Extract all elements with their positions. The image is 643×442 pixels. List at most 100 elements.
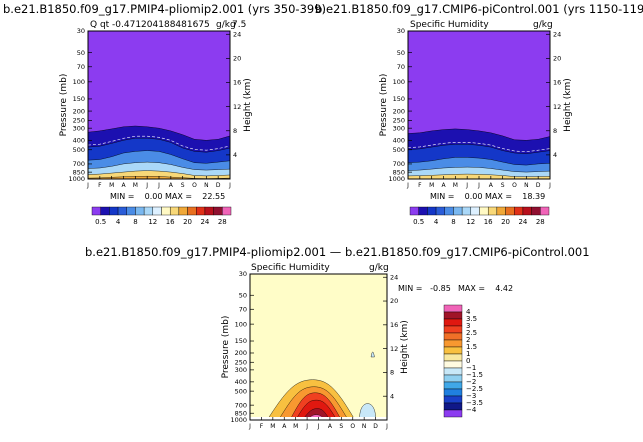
panel2-height-tick-label: 4 <box>553 151 557 159</box>
panel1-month-tick-label: N <box>204 182 209 189</box>
panel3-height-tick-label: 16 <box>390 321 398 329</box>
colorbar-panel3-swatch <box>443 409 463 418</box>
panel2-pressure-tick-label: 30 <box>397 27 405 35</box>
panel1-pressure-tick-label: 150 <box>73 95 85 103</box>
colorbar-panel2-swatch <box>427 206 437 216</box>
colorbar-panel3-swatch <box>443 388 463 397</box>
panel1-dashed-contour <box>88 135 230 151</box>
panel2-month-tick-label: S <box>501 182 505 189</box>
colorbar-panel3-swatch <box>443 346 463 355</box>
panel3-pressure-tick-label: 70 <box>239 305 247 313</box>
colorbar-panel3-swatch <box>443 374 463 383</box>
panel1-y2label: Height (km) <box>243 78 253 132</box>
colorbar-panel3-label: 1 <box>466 350 470 358</box>
panel3-pressure-tick-label: 500 <box>235 387 247 395</box>
panel1-height-tick-label: 20 <box>233 55 241 63</box>
panel3-month-tick-label: D <box>373 423 378 430</box>
panel3-y2label: Height (km) <box>400 320 410 374</box>
colorbar-panel1-swatch <box>135 206 145 216</box>
colorbar-panel2-label: 4 <box>434 218 439 226</box>
panel2-pressure-tick-label: 700 <box>393 160 405 168</box>
panel3-month-tick-label: A <box>328 423 333 430</box>
colorbar-panel2-swatch <box>505 206 515 216</box>
colorbar-panel2-swatch <box>522 206 532 216</box>
colorbar-panel1: 0.5 4 8 12 16 20 24 28 <box>91 206 232 226</box>
panel3-stats-min: MIN = -0.85 <box>398 284 451 293</box>
panel1-ylabel: Pressure (mb) <box>59 74 69 137</box>
colorbar-panel3-swatch <box>443 367 463 376</box>
colorbar-panel2-label: 24 <box>518 218 527 226</box>
colorbar-panel2-swatch <box>453 206 463 216</box>
colorbar-panel3-swatch <box>443 339 463 348</box>
panel3-pressure-tick-label: 400 <box>235 378 247 386</box>
panel2-pressure-tick-label: 100 <box>393 78 405 86</box>
panel2-stats: MIN = 0.00 MAX = 18.39 <box>430 192 545 201</box>
panel2-pressure-tick-label: 400 <box>393 137 405 145</box>
colorbar-panel2-swatch <box>531 206 541 216</box>
panel1-height-tick-label: 12 <box>233 103 241 111</box>
panel1-pressure-tick-label: 500 <box>73 146 85 154</box>
panel1-pressure-tick-label: 300 <box>73 124 85 132</box>
panel3-pressure-tick-label: 250 <box>235 358 247 366</box>
panel1-height-tick-label: 24 <box>233 30 241 38</box>
panel2-y2label: Height (km) <box>563 78 573 132</box>
panel2-ylabel: Pressure (mb) <box>379 74 389 137</box>
panel3-title: b.e21.B1850.f09_g17.PMIP4-pliomip2.001 —… <box>85 245 590 259</box>
colorbar-panel2-swatch <box>418 206 428 216</box>
panel1-pressure-tick-label: 30 <box>77 27 85 35</box>
panel3-month-tick-label: F <box>260 423 264 430</box>
panel2-month-tick-label: J <box>477 182 480 189</box>
colorbar-panel3-swatch <box>443 311 463 320</box>
panel2-pressure-tick-label: 250 <box>393 117 405 125</box>
panel2-month-tick-label: O <box>512 182 517 189</box>
panel3-month-tick-label: J <box>248 423 251 430</box>
colorbar-panel1-swatch <box>126 206 136 216</box>
panel1-month-tick-label: D <box>216 182 221 189</box>
panel3-month-tick-label: J <box>385 423 388 430</box>
panel1-pressure-tick-label: 1000 <box>68 175 85 183</box>
panel2-month-tick-label: A <box>441 182 446 189</box>
colorbar-panel1-swatch <box>161 206 171 216</box>
panel1-pressure-tick-label: 50 <box>77 49 85 57</box>
panel3-pressure-tick-label: 100 <box>235 320 247 328</box>
panel2-pressure-tick-label: 500 <box>393 146 405 154</box>
panel3-month-tick-label: M <box>270 423 275 430</box>
colorbar-panel1-swatch <box>196 206 206 216</box>
panel1-month-tick-label: A <box>121 182 126 189</box>
panel1-month-tick-label: A <box>169 182 174 189</box>
colorbar-panel2: 0.5 4 8 12 16 20 24 28 <box>409 206 550 226</box>
colorbar-panel1-label: 28 <box>218 218 227 226</box>
colorbar-panel3-swatch <box>443 332 463 341</box>
panel3-pressure-tick-label: 150 <box>235 337 247 345</box>
colorbar-panel3-label: 0 <box>466 357 470 365</box>
colorbar-panel2-swatch <box>461 206 472 216</box>
colorbar-panel3-label: 3 <box>466 322 470 330</box>
colorbar-panel3-swatch <box>443 360 463 369</box>
colorbar-panel3-label: −3 <box>466 392 476 400</box>
colorbar-panel1-label: 20 <box>183 218 192 226</box>
colorbar-panel2-swatch <box>540 206 550 216</box>
colorbar-panel2-label: 28 <box>536 218 545 226</box>
panel3-height-tick-label: 24 <box>390 273 398 281</box>
panel3-month-tick-label: N <box>362 423 367 430</box>
panel1-pressure-tick-label: 200 <box>73 107 85 115</box>
colorbar-panel1-swatch <box>204 206 214 216</box>
panel3-blob--0.5b <box>370 351 375 358</box>
colorbar-panel1-swatch <box>109 206 119 216</box>
colorbar-panel2-label: 16 <box>484 218 493 226</box>
panel1-pressure-tick-label: 850 <box>73 168 85 176</box>
panel3-pressure-tick-label: 200 <box>235 349 247 357</box>
panel1-title: b.e21.B1850.f09_g17.PMIP4-pliomip2.001 (… <box>3 2 326 16</box>
panel2-height-tick-label: 24 <box>553 30 561 38</box>
colorbar-panel3-label: −2 <box>466 378 476 386</box>
panel1-month-tick-label: F <box>98 182 102 189</box>
panel2-pressure-tick-label: 70 <box>397 63 405 71</box>
colorbar-panel1-swatch <box>143 206 154 216</box>
panel2-month-tick-label: A <box>489 182 494 189</box>
panel2-variable-label: Specific Humidity <box>410 20 489 30</box>
colorbar-panel1-label: 0.5 <box>95 218 106 226</box>
panel2-month-tick-label: M <box>429 182 434 189</box>
panel1-stats: MIN = 0.00 MAX = 22.55 <box>110 192 225 201</box>
panel2-month-tick-label: M <box>453 182 458 189</box>
